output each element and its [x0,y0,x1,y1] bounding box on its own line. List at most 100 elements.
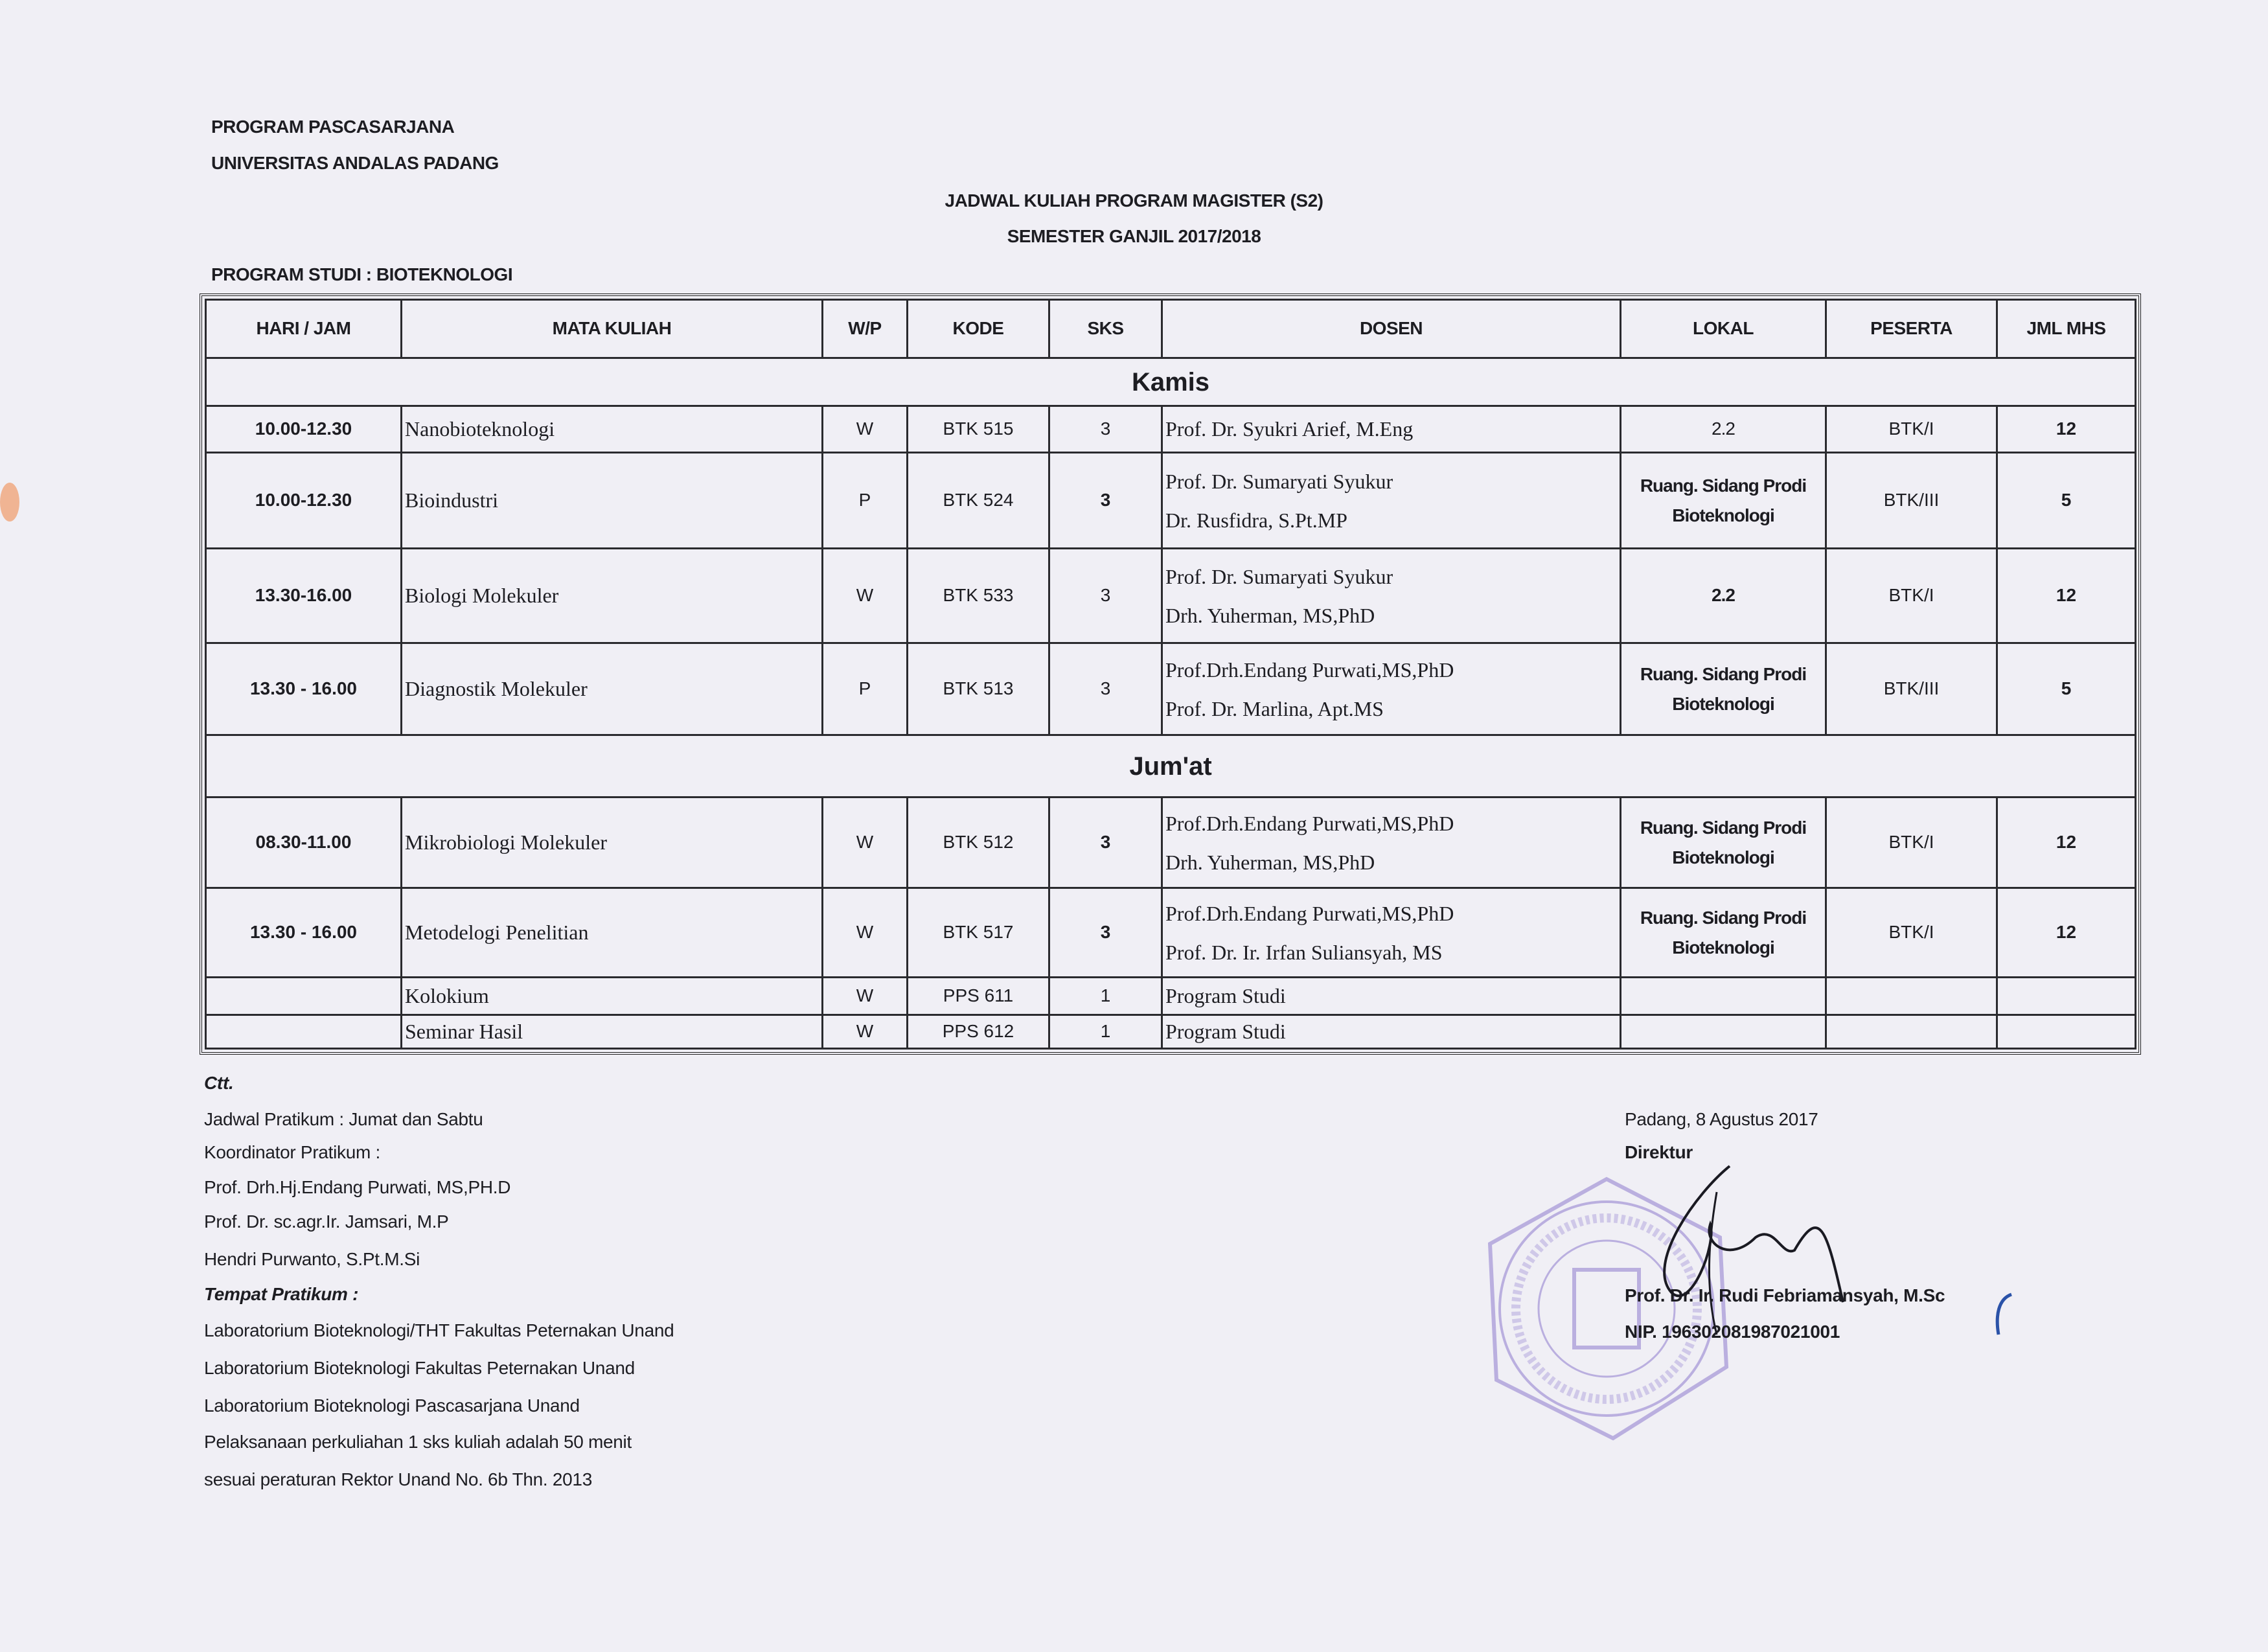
participants-cell: BTK/III [1825,452,1998,549]
students-cell: 12 [1996,547,2136,644]
table-row: 13.30-16.00 Biologi Molekuler W BTK 533 3 Pro… [205,547,2136,644]
course-cell: Bioindustri [400,452,823,549]
room-line: Ruang. Sidang Prodi [1640,817,1807,838]
table-header-row: HARI / JAM MATA KULIAH W/P KODE SKS DOSEN LOKA… [205,299,2136,359]
code-cell: BTK 515 [906,405,1050,453]
students-cell [1996,976,2136,1016]
lecturer-name: Program Studi [1165,984,1286,1007]
room-cell: Ruang. Sidang Prodi Bioteknologi [1620,887,1827,978]
course-cell: Diagnostik Molekuler [400,642,823,736]
note-line: Hendri Purwanto, S.Pt.M.Si [204,1249,420,1269]
handwritten-signature [1663,1165,1844,1335]
column-header: DOSEN [1161,299,1621,359]
sks-cell: 3 [1048,452,1163,549]
lecturer-name: Prof. Dr. Syukri Arief, M.Eng [1165,417,1414,441]
participants-cell: BTK/I [1825,796,1998,889]
wp-cell: W [821,405,908,453]
table-row: 08.30-11.00 Mikrobiologi Molekuler W BTK 51… [205,796,2136,889]
table-row: 10.00-12.30 Bioindustri P BTK 524 3 Prof. Dr.… [205,452,2136,549]
room-line: Bioteknologi [1672,847,1775,867]
room-line: Ruang. Sidang Prodi [1640,475,1807,496]
signatory-role: Direktur [1625,1142,1693,1162]
day-row: Jum'at [205,734,2136,798]
place-line: sesuai peraturan Rektor Unand No. 6b Thn… [204,1469,592,1489]
document-subtitle: SEMESTER GANJIL 2017/2018 [1007,226,1261,246]
time-cell: 13.30-16.00 [205,547,402,644]
column-header: W/P [821,299,908,359]
lecturer-name: Program Studi [1165,1020,1286,1043]
note-line: Prof. Dr. sc.agr.Ir. Jamsari, M.P [204,1211,449,1232]
table-row: 13.30 - 16.00 Metodelogi Penelitian W BTK 5… [205,887,2136,978]
note-line: Koordinator Pratikum : [204,1142,380,1162]
table-row: 10.00-12.30 Nanobioteknologi W BTK 515 3 Prof… [205,405,2136,453]
room-cell [1620,976,1827,1016]
code-cell: PPS 611 [906,976,1050,1016]
participants-cell [1825,976,1998,1016]
table-row: 13.30 - 16.00 Diagnostik Molekuler P BTK 51… [205,642,2136,736]
students-cell: 12 [1996,796,2136,889]
place-line: Laboratorium Bioteknologi Pascasarjana U… [204,1395,580,1416]
document-title: JADWAL KULIAH PROGRAM MAGISTER (S2) [945,190,1324,211]
code-cell: BTK 524 [906,452,1050,549]
sks-cell: 3 [1048,887,1163,978]
pen-mark [1995,1292,2013,1335]
students-cell: 5 [1996,452,2136,549]
institution-line2: UNIVERSITAS ANDALAS PADANG [211,153,499,173]
day-label: Jum'at [205,734,2136,798]
room-cell: Ruang. Sidang Prodi Bioteknologi [1620,796,1827,889]
participants-cell: BTK/I [1825,405,1998,453]
course-cell: Seminar Hasil [400,1014,823,1050]
time-cell [205,1014,402,1050]
time-cell: 13.30 - 16.00 [205,887,402,978]
room-line: Bioteknologi [1672,937,1775,958]
program-label: PROGRAM STUDI : BIOTEKNOLOGI [211,264,513,284]
time-cell: 13.30 - 16.00 [205,642,402,736]
participants-cell: BTK/I [1825,547,1998,644]
note-line: Jadwal Pratikum : Jumat dan Sabtu [204,1109,483,1129]
time-cell: 10.00-12.30 [205,452,402,549]
code-cell: BTK 512 [906,796,1050,889]
lecturer-name: Prof. Dr. Marlina, Apt.MS [1165,696,1384,720]
place-line: Laboratorium Bioteknologi/THT Fakultas P… [204,1320,674,1340]
lecturer-name: Prof.Drh.Endang Purwati,MS,PhD [1165,811,1454,835]
lecturer-name: Prof.Drh.Endang Purwati,MS,PhD [1165,658,1454,682]
sks-cell: 3 [1048,405,1163,453]
lecturer-name: Prof. Dr. Sumaryati Syukur [1165,469,1393,493]
institution-line1: PROGRAM PASCASARJANA [211,117,455,137]
sks-cell: 1 [1048,1014,1163,1050]
code-cell: BTK 533 [906,547,1050,644]
column-header: SKS [1048,299,1163,359]
column-header: MATA KULIAH [400,299,823,359]
lecturer-cell: Prof. Dr. Sumaryati Syukur Drh. Yuherman,… [1161,547,1621,644]
wp-cell: W [821,547,908,644]
course-cell: Biologi Molekuler [400,547,823,644]
code-cell: PPS 612 [906,1014,1050,1050]
course-cell: Nanobioteknologi [400,405,823,453]
course-cell: Metodelogi Penelitian [400,887,823,978]
room-line: Bioteknologi [1672,505,1775,525]
time-cell: 10.00-12.30 [205,405,402,453]
lecturer-name: Dr. Rusfidra, S.Pt.MP [1165,508,1347,532]
participants-cell [1825,1014,1998,1050]
wp-cell: W [821,887,908,978]
signatory-nip: NIP. 196302081987021001 [1625,1322,1840,1342]
lecturer-cell: Prof. Dr. Syukri Arief, M.Eng [1161,405,1621,453]
time-cell [205,976,402,1016]
table-row: Kolokium W PPS 611 1 Program Studi [205,976,2136,1016]
schedule-table: HARI / JAM MATA KULIAH W/P KODE SKS DOSEN LOKA… [200,293,2141,1055]
paper-stain [0,483,19,522]
day-row: Kamis [205,357,2136,407]
course-cell: Mikrobiologi Molekuler [400,796,823,889]
place-line: Pelaksanaan perkuliahan 1 sks kuliah ada… [204,1432,632,1452]
room-cell: 2.2 [1620,405,1827,453]
room-line: Ruang. Sidang Prodi [1640,663,1807,684]
day-label: Kamis [205,357,2136,407]
students-cell [1996,1014,2136,1050]
sks-cell: 3 [1048,642,1163,736]
column-header: LOKAL [1620,299,1827,359]
column-header: PESERTA [1825,299,1998,359]
course-cell: Kolokium [400,976,823,1016]
wp-cell: W [821,976,908,1016]
column-header: KODE [906,299,1050,359]
place-date: Padang, 8 Agustus 2017 [1625,1109,1818,1129]
